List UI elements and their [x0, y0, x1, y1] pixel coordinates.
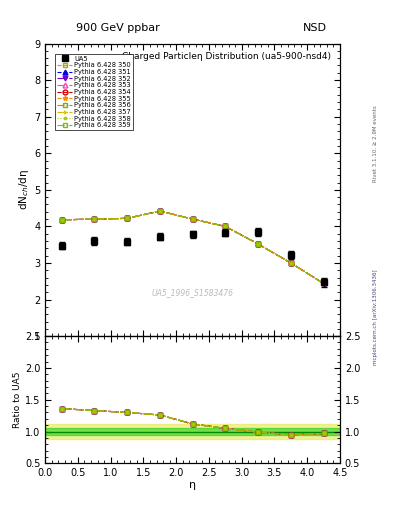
Legend: UA5, Pythia 6.428 350, Pythia 6.428 351, Pythia 6.428 352, Pythia 6.428 353, Pyt: UA5, Pythia 6.428 350, Pythia 6.428 351,… — [55, 54, 133, 130]
Bar — [45, 424, 340, 439]
Text: mcplots.cern.ch [arXiv:1306.3436]: mcplots.cern.ch [arXiv:1306.3436] — [373, 270, 378, 365]
Text: Charged Particleη Distribution (ua5-900-nsd4): Charged Particleη Distribution (ua5-900-… — [122, 52, 331, 61]
Y-axis label: dN$_{ch}$/dη: dN$_{ch}$/dη — [17, 169, 31, 210]
Y-axis label: Ratio to UA5: Ratio to UA5 — [13, 372, 22, 428]
Bar — [45, 429, 340, 435]
Text: 900 GeV ppbar: 900 GeV ppbar — [76, 23, 160, 33]
Text: NSD: NSD — [302, 23, 327, 33]
X-axis label: η: η — [189, 480, 196, 489]
Text: UA5_1996_S1583476: UA5_1996_S1583476 — [152, 288, 233, 297]
Text: Rivet 3.1.10, ≥ 2.9M events: Rivet 3.1.10, ≥ 2.9M events — [373, 105, 378, 182]
